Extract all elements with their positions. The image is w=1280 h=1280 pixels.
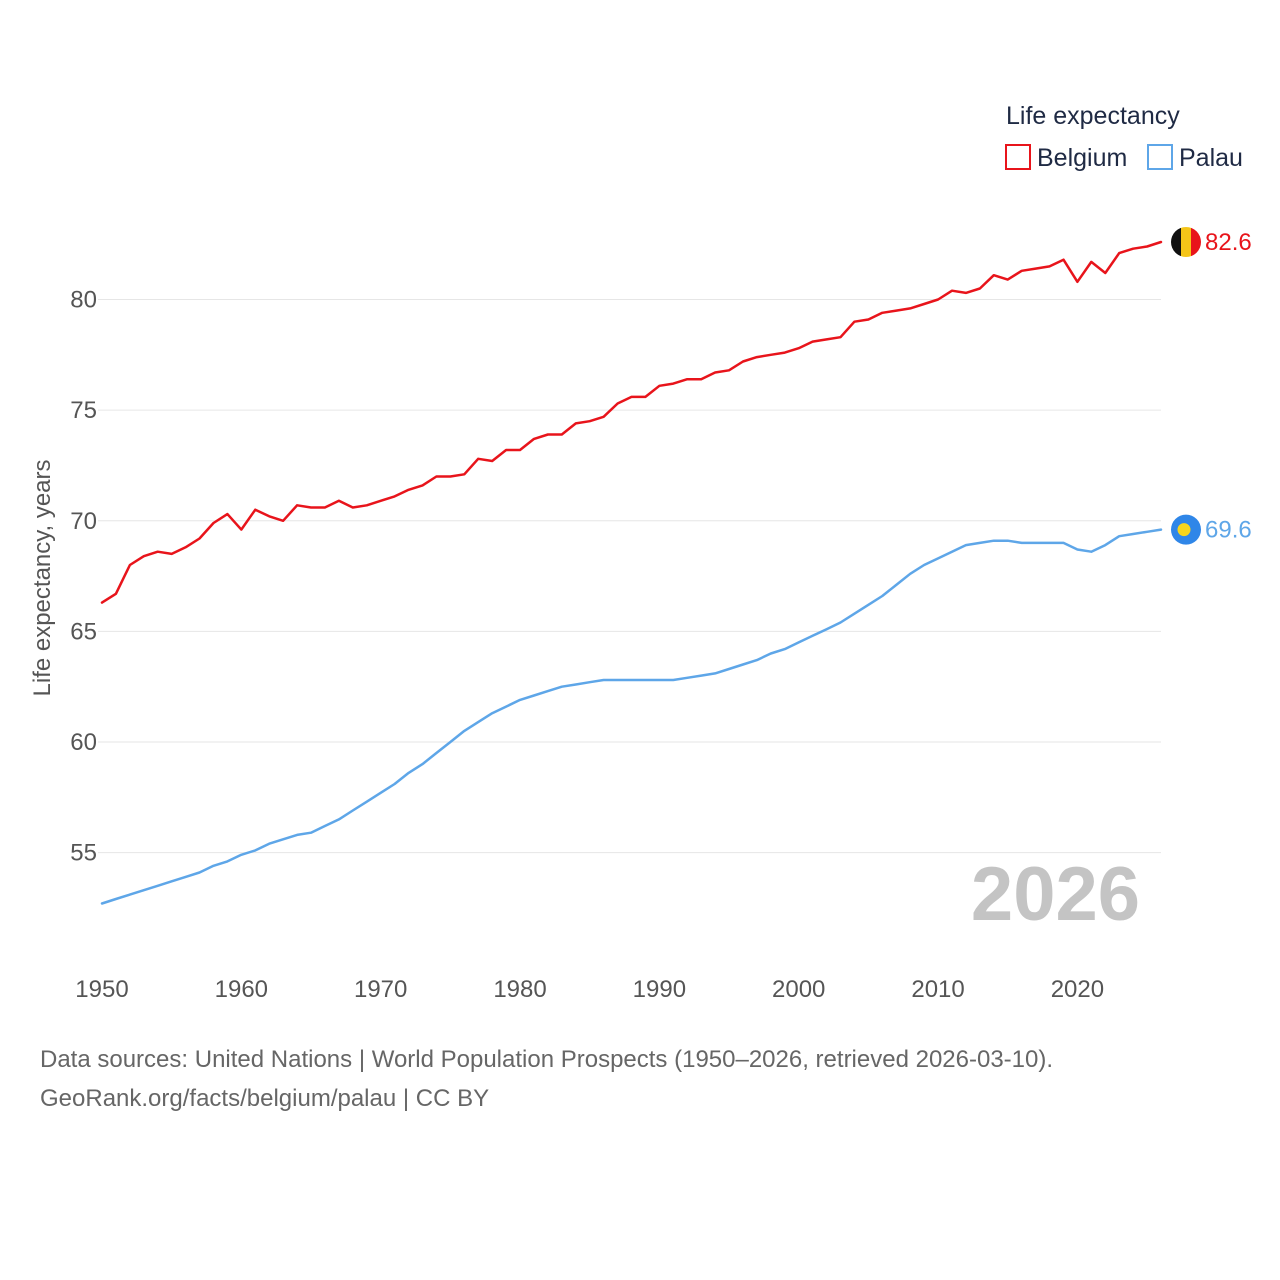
end-value-label-palau: 69.6 [1205, 517, 1252, 544]
flag-icon-belgium [1171, 227, 1201, 258]
legend-label-belgium[interactable]: Belgium [1037, 144, 1127, 172]
x-tick-label-1980: 1980 [493, 976, 546, 1003]
y-tick-label-80: 80 [70, 287, 97, 314]
footer: Data sources: United Nations | World Pop… [40, 1040, 1260, 1118]
x-tick-label-1950: 1950 [75, 976, 128, 1003]
y-tick-label-75: 75 [70, 397, 97, 424]
flag-band-black [1171, 227, 1181, 258]
y-tick-label-65: 65 [70, 618, 97, 645]
legend-swatch-belgium[interactable] [1005, 144, 1031, 170]
end-markers: 82.6 69.6 [1171, 227, 1252, 545]
series-line-belgium[interactable] [100, 240, 1163, 604]
series-line-palau[interactable] [100, 528, 1163, 905]
legend: Life expectancy Belgium Palau [1005, 102, 1243, 172]
y-tick-label-60: 60 [70, 729, 97, 756]
x-tick-label-2010: 2010 [911, 976, 964, 1003]
series-lines [100, 240, 1163, 905]
legend-label-palau[interactable]: Palau [1179, 144, 1243, 172]
flag-band-yellow [1181, 227, 1191, 258]
end-value-label-belgium: 82.6 [1205, 229, 1252, 256]
flag-icon-palau [1171, 514, 1201, 545]
y-axis-ticks: 55 60 65 70 75 80 [70, 287, 97, 867]
line-chart: 55 60 65 70 75 80 1950 1960 1970 1980 1990 2000 201… [29, 102, 1252, 1003]
legend-swatch-palau[interactable] [1147, 144, 1173, 170]
x-tick-label-2020: 2020 [1051, 976, 1104, 1003]
data-sources-text: Data sources: United Nations | World Pop… [40, 1046, 1054, 1073]
y-axis-title: Life expectancy, years [29, 459, 56, 696]
gridlines [98, 299, 1161, 854]
x-tick-label-1990: 1990 [633, 976, 686, 1003]
x-tick-label-2000: 2000 [772, 976, 825, 1003]
x-tick-label-1960: 1960 [215, 976, 268, 1003]
source-link-text[interactable]: GeoRank.org/facts/belgium/palau | CC BY [40, 1085, 490, 1112]
legend-title: Life expectancy [1006, 102, 1180, 130]
flag-disc-yellow [1177, 523, 1191, 537]
y-tick-label-55: 55 [70, 840, 97, 867]
year-watermark: 2026 [971, 852, 1140, 937]
x-tick-label-1970: 1970 [354, 976, 407, 1003]
y-tick-label-70: 70 [70, 508, 97, 535]
flag-band-red [1191, 227, 1201, 258]
x-axis-ticks: 1950 1960 1970 1980 1990 2000 2010 2020 [75, 976, 1104, 1003]
